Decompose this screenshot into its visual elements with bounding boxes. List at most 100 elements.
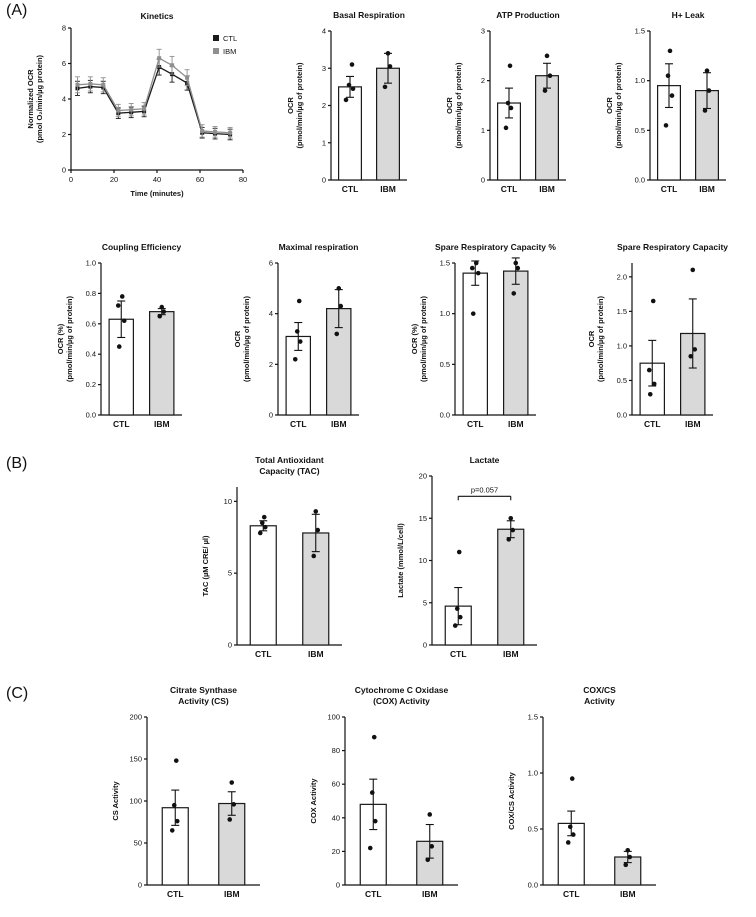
x-tick-label: 20 [110,175,118,184]
category-label-ctl: CTL [467,419,484,429]
data-point [159,304,165,310]
y-tick-label: 5 [423,598,427,607]
data-point [129,107,134,112]
legend-label-ibm: IBM [223,47,236,56]
chart-title: Total Antioxidant [255,455,324,465]
y-tick-label: 60 [332,780,340,789]
category-label-ctl: CTL [167,889,184,899]
data-point [157,313,163,319]
data-point [667,48,673,54]
data-point [142,106,147,111]
legend-swatch-ctl [213,35,219,41]
y-tick-label: 0.4 [86,350,96,359]
y-tick-label: 4 [62,95,66,104]
category-label-ibm: IBM [508,419,524,429]
y-tick-label: 1.0 [440,309,450,318]
y-axis-label: (pmol/min/µg of protein) [242,296,251,382]
y-tick-label: 0.0 [528,881,538,890]
y-tick-label: 1.5 [440,259,450,268]
data-point [456,549,462,555]
data-point [311,553,317,559]
y-tick-label: 40 [332,813,340,822]
data-point [371,734,377,740]
data-point [515,265,521,271]
chart-title: Maximal respiration [279,242,359,252]
chart-title: Lactate [470,455,500,465]
data-point [294,329,300,334]
y-tick-label: 20 [419,472,427,481]
chart-title: Kinetics [140,11,173,21]
category-label-ctl: CTL [341,184,358,194]
y-axis-label: Lactate (mmol/L/cell) [396,523,405,598]
data-point [296,298,302,304]
category-label-ctl: CTL [255,649,272,659]
category-label-ctl: CTL [290,419,307,429]
chart-h-leak: H+ Leak OCR (pmol/min/µg of protein) 0.0 0.5… [604,8,734,200]
y-tick-label: 4 [269,309,273,318]
category-label-ibm: IBM [685,419,701,429]
panel-c-row: Citrate Synthase Activity (CS) CS Activity… [0,683,756,905]
chart-title: Activity [584,696,615,706]
data-point [511,291,517,296]
data-point [229,780,235,785]
chart-title: Activity (CS) [178,696,229,706]
y-axis-label: OCR [605,97,614,114]
y-tick-label: 2 [269,360,273,369]
category-label-ibm: IBM [540,184,556,194]
y-tick-label: 1.5 [617,307,627,316]
category-label-ibm: IBM [154,419,170,429]
data-point [663,123,669,128]
category-label-ibm: IBM [331,419,347,429]
data-point [508,515,514,521]
y-tick-label: 1.0 [617,341,627,350]
chart-atp-production: ATP Production OCR (pmol/min/µg of protein… [444,8,574,200]
data-point [259,520,265,526]
data-point [350,86,355,92]
y-axis-label: Normalized OCR [26,69,35,129]
chart-coupling-efficiency: Coupling Efficiency OCR (%) (pmol/min/µg o… [55,240,190,435]
panel-a: (A) Kinetics Normalized OCR (pmol O₂/min/µ… [0,0,756,435]
x-tick-label: 60 [196,175,204,184]
data-point [387,64,392,69]
category-label-ibm: IBM [699,184,715,194]
data-point [297,339,303,344]
y-axis-label: (pmol O₂/min/µg protein) [35,54,44,143]
y-tick-label: 0.5 [440,360,450,369]
chart-cox-cs-activity: COX/CS Activity COX/CS Activity 0.0 0.5 1.0 1.… [506,683,664,905]
data-point [171,802,177,808]
chart-title: Spare Respiratory Capacity % [435,242,556,252]
kinetics-chart-svg: Kinetics Normalized OCR (pmol O₂/min/µg pr… [26,11,247,198]
data-point [692,347,698,352]
data-point [702,108,708,113]
data-point [513,260,519,266]
category-label-ctl: CTL [661,184,678,194]
chart-spare-respiratory-capacity-pct: Spare Respiratory Capacity % OCR (%) (pmol… [409,240,556,435]
atp-production-chart-svg: ATP Production OCR (pmol/min/µg of protein… [445,10,567,194]
chart-tac: Total Antioxidant Capacity (TAC) TAC (µM C… [200,453,350,665]
data-point [75,82,80,87]
data-point [115,303,121,308]
y-tick-label: 0 [481,176,485,185]
data-point [313,509,319,514]
data-point [704,68,710,74]
panel-b: (B) Total Antioxidant Capacity (TAC) TAC (… [0,453,756,665]
p-value-label: p=0.057 [471,485,498,494]
data-point [690,267,696,273]
y-axis-label: (pmol/min/µg of protein) [614,62,623,148]
y-axis-label: OCR [445,97,454,114]
category-label-ctl: CTL [644,419,661,429]
y-tick-label: 80 [332,746,340,755]
data-point [569,776,575,781]
y-tick-label: 100 [327,713,340,722]
data-point [625,847,631,853]
y-tick-label: 1.0 [86,259,96,268]
panel-a-row-2: Coupling Efficiency OCR (%) (pmol/min/µg o… [0,240,756,435]
cox-activity-chart-svg: Cytochrome C Oxidase(COX) Activity COX Ac… [309,685,458,899]
spare-respiratory-capacity-pct-chart-svg: Spare Respiratory Capacity % OCR (%) (pmol… [410,242,556,429]
y-tick-label: 2 [62,130,66,139]
chart-cox-activity: Cytochrome C Oxidase (COX) Activity COX Ac… [308,683,466,905]
y-axis-label: OCR [233,330,242,347]
data-point [623,862,629,868]
y-tick-label: 0 [423,641,427,650]
